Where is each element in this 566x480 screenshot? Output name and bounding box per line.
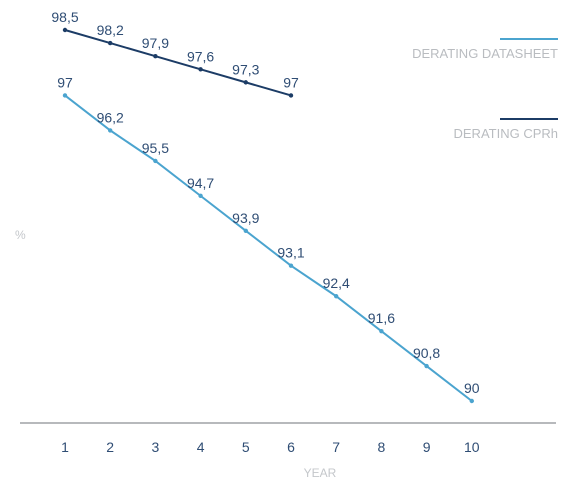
data-point: [62, 93, 68, 98]
x-tick-label: 10: [464, 439, 480, 455]
series-line: [64, 94, 473, 402]
data-point: [153, 53, 158, 59]
data-point: [288, 263, 294, 268]
legend-swatch-cprh: [500, 118, 558, 120]
data-label: 97,3: [232, 61, 259, 77]
data-label: 93,9: [232, 210, 259, 226]
series-layer: 97 96,2 95,5 94,7 93,9 93,1 92,4 91,6 90,8 90 98,5…: [51, 9, 480, 404]
data-label: 90,8: [413, 345, 440, 361]
x-tick-label: 7: [332, 439, 340, 455]
legend-label-cprh: DERATING CPRh: [453, 126, 559, 141]
data-point: [334, 294, 339, 299]
data-label: 97: [57, 74, 73, 90]
x-tick-labels: 1 2 3 4 5 6 7 8 9 10: [61, 439, 480, 455]
data-point: [153, 158, 158, 164]
series-line: [64, 29, 292, 97]
x-tick-label: 3: [152, 439, 160, 455]
data-label: 96,2: [97, 109, 124, 125]
data-point: [379, 328, 384, 334]
y-axis-label: %: [15, 228, 26, 242]
data-point: [288, 93, 294, 98]
legend-entry-datasheet: DERATING DATASHEET: [412, 38, 558, 62]
data-label: 98,5: [51, 9, 78, 25]
data-point: [243, 228, 248, 233]
data-label: 97,9: [142, 35, 169, 51]
data-label: 97,6: [187, 48, 214, 64]
series-1: 98,5 98,2 97,9 97,6 97,3 97: [51, 9, 299, 98]
series-0: 97 96,2 95,5 94,7 93,9 93,1 92,4 91,6 90,8 90: [57, 74, 480, 404]
legend-swatch-datasheet: [500, 38, 558, 40]
x-tick-label: 9: [423, 439, 431, 455]
x-tick-label: 1: [61, 439, 69, 455]
data-point: [108, 128, 113, 133]
data-point: [198, 67, 203, 72]
legend-label-datasheet: DERATING DATASHEET: [412, 46, 558, 61]
x-axis-label: YEAR: [303, 466, 337, 480]
data-point: [198, 193, 203, 199]
x-tick-label: 4: [197, 439, 205, 455]
data-point: [243, 80, 248, 85]
data-label: 91,6: [368, 310, 395, 326]
data-label: 90: [464, 380, 480, 396]
data-point: [108, 40, 113, 46]
data-label: 94,7: [187, 175, 214, 191]
data-label: 93,1: [277, 245, 304, 261]
data-label: 92,4: [323, 275, 350, 291]
data-point: [62, 27, 68, 33]
x-tick-label: 5: [242, 439, 250, 455]
x-tick-label: 8: [378, 439, 386, 455]
data-label: 97: [283, 74, 299, 90]
data-label: 95,5: [142, 140, 169, 156]
legend-entry-cprh: DERATING CPRh: [453, 118, 559, 142]
data-point: [469, 398, 474, 404]
data-point: [424, 363, 429, 369]
x-tick-label: 6: [287, 439, 295, 455]
x-tick-label: 2: [106, 439, 114, 455]
data-label: 98,2: [97, 22, 124, 38]
